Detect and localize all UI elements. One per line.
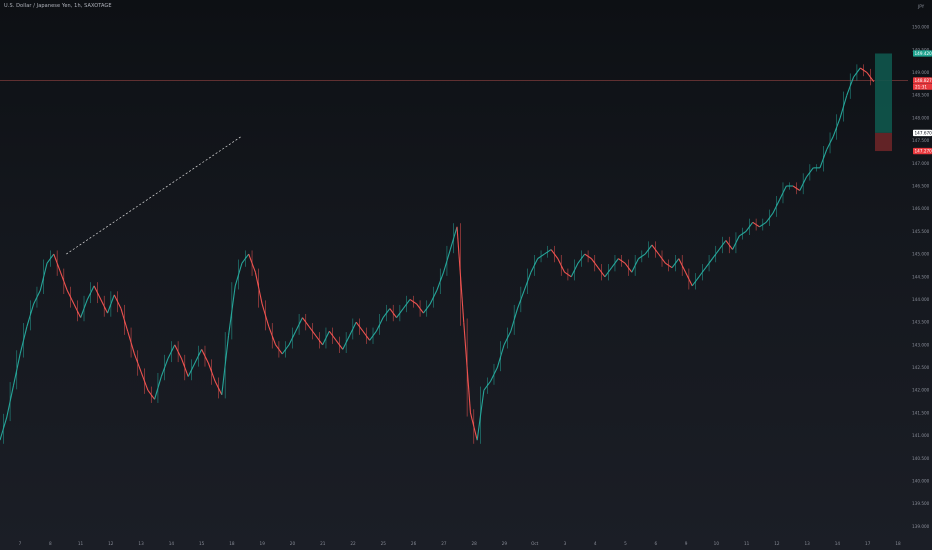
x-tick-label: Oct xyxy=(531,541,539,546)
y-tick-label: 142.500 xyxy=(912,365,930,370)
y-tick-label: 146.000 xyxy=(912,206,930,211)
price-tag-stop-bg xyxy=(913,147,932,155)
x-tick-label: 4 xyxy=(594,541,597,546)
y-tick-label: 146.500 xyxy=(912,184,930,189)
x-tick-label: 19 xyxy=(260,541,266,546)
y-tick-label: 143.500 xyxy=(912,320,930,325)
x-tick-label: 10 xyxy=(714,541,720,546)
x-tick-label: 3 xyxy=(564,541,567,546)
y-tick-label: 141.000 xyxy=(912,433,930,438)
x-tick-label: 21 xyxy=(320,541,326,546)
price-tag-time: 21:31 xyxy=(915,84,927,89)
x-tick-label: 11 xyxy=(78,541,84,546)
currency-label: JPY xyxy=(917,4,925,9)
price-tag-target: 149.420 xyxy=(915,51,932,56)
trendline[interactable] xyxy=(66,135,243,255)
x-tick-label: 29 xyxy=(502,541,508,546)
x-tick-label: 18 xyxy=(895,541,901,546)
x-tick-label: 14 xyxy=(835,541,841,546)
y-tick-label: 149.000 xyxy=(912,70,930,75)
x-tick-label: 12 xyxy=(774,541,780,546)
price-tag-time-bg xyxy=(913,83,932,90)
position-target-zone[interactable] xyxy=(875,53,892,133)
price-tag-stop: 147.270 xyxy=(915,149,932,154)
x-tick-label: 13 xyxy=(138,541,144,546)
y-tick-label: 150.000 xyxy=(912,25,930,30)
x-tick-label: 26 xyxy=(411,541,417,546)
y-tick-label: 145.500 xyxy=(912,229,930,234)
x-tick-label: 5 xyxy=(624,541,627,546)
x-tick-label: 11 xyxy=(744,541,750,546)
y-tick-label: 140.500 xyxy=(912,456,930,461)
y-tick-label: 147.500 xyxy=(912,138,930,143)
price-tag-entry: 147.670 xyxy=(915,130,932,135)
x-tick-label: 20 xyxy=(290,541,296,546)
x-tick-label: 14 xyxy=(169,541,175,546)
x-tick-label: 18 xyxy=(229,541,235,546)
price-tag-current-bg xyxy=(913,77,932,84)
x-tick-label: 13 xyxy=(805,541,811,546)
price-tag-current: 148.827 xyxy=(915,78,932,83)
y-tick-label: 145.000 xyxy=(912,252,930,257)
x-tick-label: 8 xyxy=(49,541,52,546)
y-tick-label: 147.000 xyxy=(912,161,930,166)
y-tick-label: 140.000 xyxy=(912,479,930,484)
x-tick-label: 22 xyxy=(350,541,356,546)
position-stop-zone[interactable] xyxy=(875,132,892,152)
y-tick-label: 144.000 xyxy=(912,297,930,302)
y-tick-label: 148.000 xyxy=(912,115,930,120)
x-tick-label: 25 xyxy=(381,541,387,546)
y-tick-label: 142.000 xyxy=(912,388,930,393)
x-tick-label: 12 xyxy=(108,541,114,546)
y-tick-label: 139.000 xyxy=(912,524,930,529)
x-tick-label: 28 xyxy=(471,541,477,546)
y-tick-label: 141.500 xyxy=(912,410,930,415)
x-tick-label: 7 xyxy=(19,541,22,546)
price-tag-entry-bg xyxy=(913,129,932,137)
y-tick-label: 139.500 xyxy=(912,501,930,506)
y-tick-label: 149.500 xyxy=(912,47,930,52)
x-tick-label: 27 xyxy=(441,541,447,546)
x-tick-label: 17 xyxy=(865,541,871,546)
price-tag-target-bg xyxy=(913,50,932,57)
y-tick-label: 148.500 xyxy=(912,93,930,98)
y-tick-label: 143.000 xyxy=(912,342,930,347)
x-tick-label: 6 xyxy=(654,541,657,546)
x-tick-label: 9 xyxy=(685,541,688,546)
chart-title: U.S. Dollar / Japanese Yen, 1h, SAXOTAGE xyxy=(4,3,112,9)
x-tick-label: 15 xyxy=(199,541,205,546)
y-tick-label: 144.500 xyxy=(912,274,930,279)
